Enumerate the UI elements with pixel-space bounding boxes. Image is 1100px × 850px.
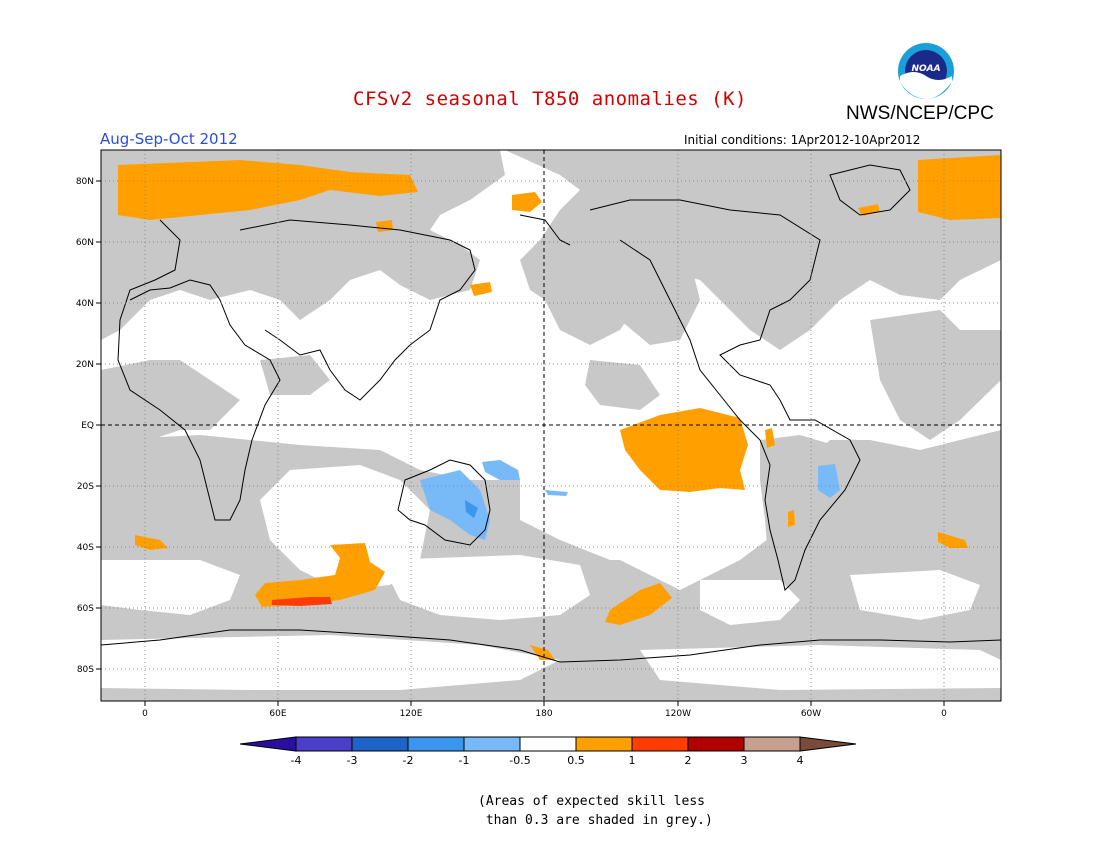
- lon-label: 120E: [400, 709, 423, 719]
- colorbar-label: -4: [291, 754, 302, 767]
- colorbar-box: [519, 736, 577, 752]
- colorbar-label: -0.5: [509, 754, 530, 767]
- colorbar-label: -3: [347, 754, 358, 767]
- lat-label: 60N: [76, 238, 94, 248]
- colorbar-box: [575, 736, 633, 752]
- colorbar-end-high: [799, 736, 857, 752]
- warm-anomaly-0.5-1: [118, 155, 1001, 660]
- lat-label: 20S: [77, 482, 94, 492]
- cool-anomaly-light: [420, 460, 840, 540]
- longitude-labels: 0 60E 120E 180 120W 60W 0: [142, 709, 947, 719]
- lat-label: 80N: [76, 177, 94, 187]
- lon-label: 60W: [801, 709, 821, 719]
- lat-label: 40N: [76, 299, 94, 309]
- colorbar-label: -2: [403, 754, 414, 767]
- noaa-logo: NOAA: [898, 43, 954, 100]
- map-title: CFSv2 seasonal T850 anomalies (K): [353, 88, 747, 110]
- colorbar-label: 3: [741, 754, 748, 767]
- colorbar-boxes: [239, 736, 857, 752]
- colorbar-labels: -4 -3 -2 -1 -0.5 0.5 1 2 3 4: [291, 754, 804, 767]
- colorbar-label: 1: [629, 754, 636, 767]
- cool-anomaly-moderate: [465, 500, 478, 518]
- colorbar-label: 2: [685, 754, 692, 767]
- colorbar-box: [351, 736, 409, 752]
- skill-region-white: [101, 460, 1001, 690]
- lat-label: 80S: [77, 665, 94, 675]
- noaa-logo-text: NOAA: [911, 64, 940, 74]
- lat-ticks: [96, 180, 945, 706]
- colorbar-box: [743, 736, 801, 752]
- lat-label: 20N: [76, 360, 94, 370]
- colorbar-box: [687, 736, 745, 752]
- colorbar-label: 4: [797, 754, 804, 767]
- latitude-labels: 80N 60N 40N 20N EQ 20S 40S 60S 80S: [76, 177, 94, 675]
- colorbar-box: [407, 736, 465, 752]
- colorbar-box: [295, 736, 353, 752]
- skill-note: (Areas of expected skill less than 0.3 a…: [478, 794, 713, 828]
- lat-label: 60S: [77, 604, 94, 614]
- lon-label: 120W: [665, 709, 691, 719]
- initial-conditions-label: Initial conditions: 1Apr2012-10Apr2012: [684, 133, 921, 147]
- agency-label: NWS/NCEP/CPC: [846, 103, 994, 124]
- equator-dateline: [101, 150, 1001, 701]
- lon-label: 60E: [269, 709, 286, 719]
- colorbar-box: [631, 736, 689, 752]
- lon-label: 0: [941, 709, 947, 719]
- warm-anomaly-1-2: [272, 597, 332, 606]
- lon-label: 180: [535, 709, 552, 719]
- colorbar-label: 0.5: [567, 754, 585, 767]
- colorbar-box: [463, 736, 521, 752]
- lon-label: 0: [142, 709, 148, 719]
- lat-label: EQ: [81, 421, 94, 431]
- coastlines: [101, 164, 1001, 663]
- colorbar-label: -1: [459, 754, 470, 767]
- season-label: Aug-Sep-Oct 2012: [100, 130, 238, 148]
- lat-label: 40S: [77, 543, 94, 553]
- colorbar-end-low: [239, 736, 297, 752]
